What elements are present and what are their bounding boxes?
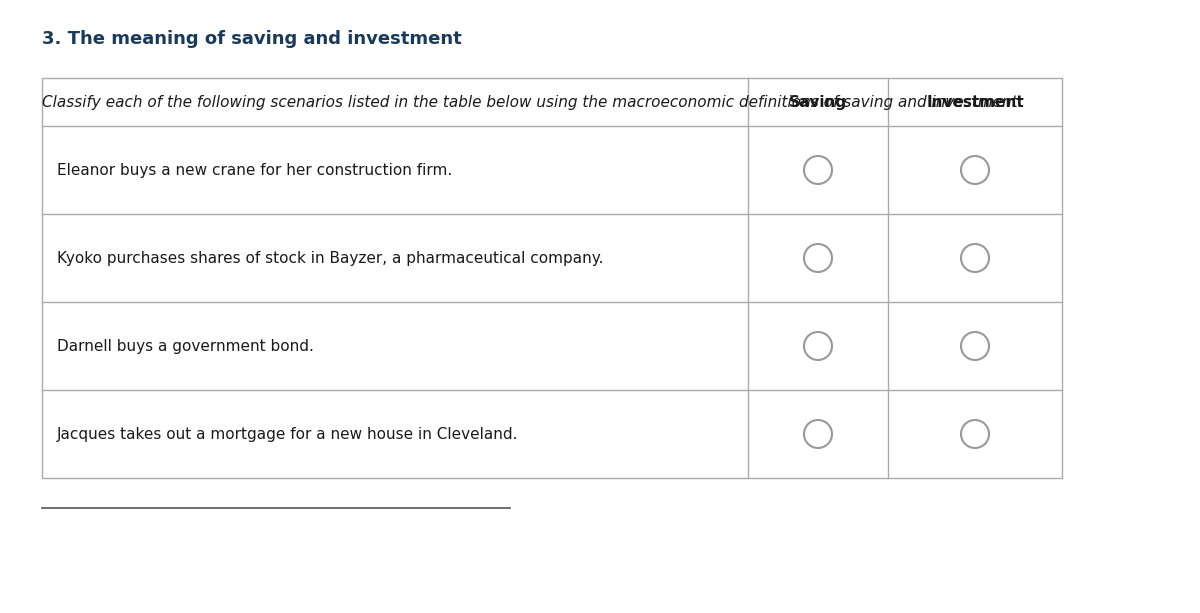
Text: Eleanor buys a new crane for her construction firm.: Eleanor buys a new crane for her constru… (58, 162, 452, 178)
Bar (42, 78, 1062, 478)
Text: Classify each of the following scenarios listed in the table below using the mac: Classify each of the following scenarios… (42, 95, 1022, 110)
Text: Kyoko purchases shares of stock in Bayzer, a pharmaceutical company.: Kyoko purchases shares of stock in Bayze… (58, 251, 604, 265)
Text: Darnell buys a government bond.: Darnell buys a government bond. (58, 338, 314, 354)
Text: Jacques takes out a mortgage for a new house in Cleveland.: Jacques takes out a mortgage for a new h… (58, 427, 518, 441)
Text: 3. The meaning of saving and investment: 3. The meaning of saving and investment (42, 30, 462, 48)
Text: Investment: Investment (926, 94, 1024, 110)
Text: Saving: Saving (788, 94, 847, 110)
